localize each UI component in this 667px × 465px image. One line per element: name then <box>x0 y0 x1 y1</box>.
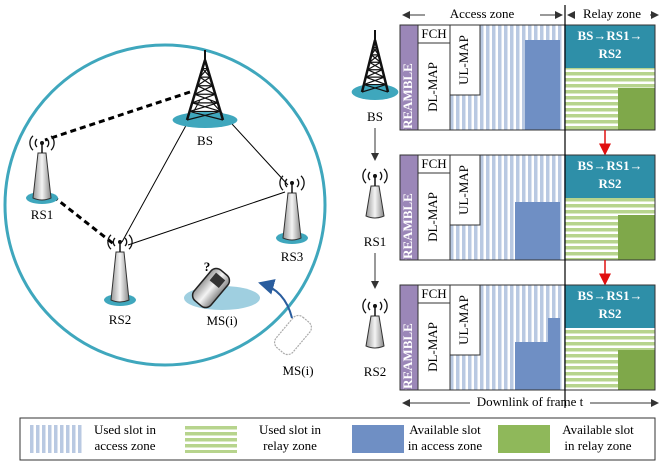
ul-map-label: UL-MAP <box>456 295 471 345</box>
node-label: RS1 <box>31 207 53 222</box>
move-arrow <box>260 283 292 318</box>
relay-body <box>33 153 51 200</box>
node-label: RS2 <box>109 312 131 327</box>
legend-label: Available slot <box>409 422 481 437</box>
frame-row: PREAMBLE FCH DL-MAP UL-MAP BS→RS1→ RS2 BS <box>352 25 655 160</box>
caption: Downlink of frame t <box>477 394 584 409</box>
legend-label: Used slot in <box>259 422 322 437</box>
relay-path: BS→RS1→ <box>577 28 642 43</box>
station-label: RS2 <box>364 364 386 379</box>
preamble-label: PREAMBLE <box>400 323 415 397</box>
network: BS RS1 RS2 RS3? MS(i) MS(i) <box>26 50 314 378</box>
legend-label: access zone <box>95 438 156 453</box>
diagram: BS RS1 RS2 RS3? MS(i) MS(i) Access zone Relay … <box>0 0 667 465</box>
dl-map-label: DL-MAP <box>425 322 440 372</box>
ul-map-label: UL-MAP <box>456 35 471 85</box>
tower-base <box>173 112 238 128</box>
legend-swatch <box>30 425 82 453</box>
relay-available <box>618 350 655 390</box>
fch-label: FCH <box>421 286 446 301</box>
tower-lattice <box>192 94 218 103</box>
node-label: RS3 <box>281 249 303 264</box>
fch-label: FCH <box>421 156 446 171</box>
tower-lattice <box>364 77 386 84</box>
tower-base <box>352 84 399 100</box>
fch-label: FCH <box>421 26 446 41</box>
frame-row: PREAMBLE FCH DL-MAP UL-MAP BS→RS1→ RS2 RS1 <box>363 155 655 288</box>
link <box>128 192 285 245</box>
station-label: RS1 <box>364 234 386 249</box>
relay-available <box>618 215 655 260</box>
node-label: MS(i) <box>206 313 237 328</box>
network-circle <box>5 45 325 365</box>
node-label: BS <box>197 133 213 148</box>
legend-label: in relay zone <box>564 438 631 453</box>
frames: Access zone Relay zone PREAMBLE FCH DL-MAP UL… <box>352 5 658 409</box>
legend-label: Available slot <box>562 422 634 437</box>
station-label: BS <box>367 109 383 124</box>
legend-swatch <box>352 425 404 453</box>
node-label: MS(i) <box>282 363 313 378</box>
legend-label: in access zone <box>408 438 483 453</box>
relay-path: RS2 <box>598 306 621 321</box>
unknown-mark: ? <box>204 259 211 274</box>
ul-map-label: UL-MAP <box>456 165 471 215</box>
legend-swatch <box>498 425 550 453</box>
tower-lattice <box>190 103 221 112</box>
link <box>45 92 190 140</box>
relay-body <box>366 186 384 218</box>
zone-label: Relay zone <box>583 6 641 21</box>
access-available <box>515 202 560 260</box>
relay-available <box>618 88 655 130</box>
legend-swatch <box>185 425 237 453</box>
preamble-label: PREAMBLE <box>400 63 415 137</box>
preamble-label: PREAMBLE <box>400 193 415 267</box>
relay-path: RS2 <box>598 176 621 191</box>
legend-label: relay zone <box>263 438 317 453</box>
relay-path: BS→RS1→ <box>577 288 642 303</box>
legend-label: Used slot in <box>94 422 157 437</box>
relay-body <box>111 252 129 302</box>
relay-path: BS→RS1→ <box>577 158 642 173</box>
dl-map-label: DL-MAP <box>425 62 440 112</box>
zone-label: Access zone <box>450 6 515 21</box>
access-available <box>525 40 560 130</box>
relay-body <box>283 193 301 240</box>
frame-row: PREAMBLE FCH DL-MAP UL-MAP BS→RS1→ RS2 RS2 <box>363 285 655 397</box>
dl-map-label: DL-MAP <box>425 192 440 242</box>
relay-body <box>366 316 384 348</box>
relay-path: RS2 <box>598 46 621 61</box>
